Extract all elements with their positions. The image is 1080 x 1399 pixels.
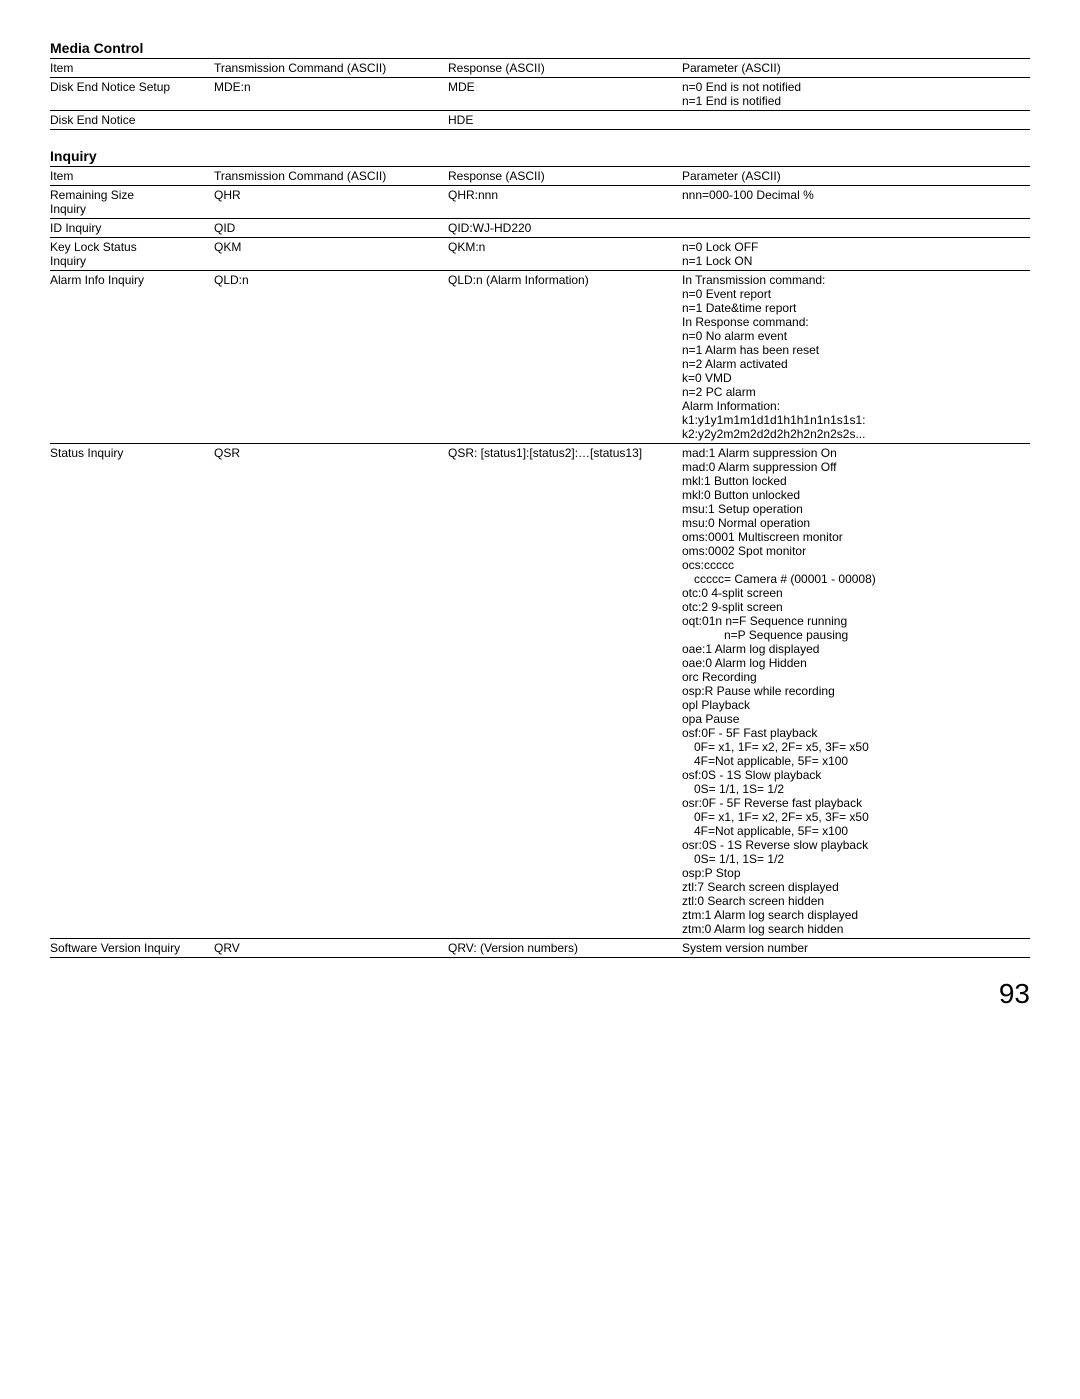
cell-tx: MDE:n <box>214 78 448 111</box>
status-line: mad:0 Alarm suppression Off <box>682 460 837 474</box>
cell-item: Remaining Size Inquiry <box>50 186 214 219</box>
status-line: n=P Sequence pausing <box>682 628 1026 642</box>
status-line: oqt:01n n=F Sequence running <box>682 614 847 628</box>
col-resp-header: Response (ASCII) <box>448 167 682 186</box>
cell-item: Disk End Notice Setup <box>50 78 214 111</box>
cell-tx: QLD:n <box>214 271 448 444</box>
status-line: osr:0F - 5F Reverse fast playback <box>682 796 862 810</box>
status-line: osp:R Pause while recording <box>682 684 835 698</box>
cell-tx <box>214 111 448 130</box>
col-param-header: Parameter (ASCII) <box>682 167 1030 186</box>
table-row: Remaining Size Inquiry QHR QHR:nnn nnn=0… <box>50 186 1030 219</box>
cell-param: In Transmission command: n=0 Event repor… <box>682 271 1030 444</box>
status-line: oae:1 Alarm log displayed <box>682 642 819 656</box>
col-item-header: Item <box>50 59 214 78</box>
inquiry-table: Item Transmission Command (ASCII) Respon… <box>50 166 1030 958</box>
cell-param: n=0 End is not notified n=1 End is notif… <box>682 78 1030 111</box>
cell-param <box>682 219 1030 238</box>
status-line: mkl:0 Button unlocked <box>682 488 800 502</box>
cell-item: Software Version Inquiry <box>50 939 214 958</box>
col-tx-header: Transmission Command (ASCII) <box>214 167 448 186</box>
status-line: 0S= 1/1, 1S= 1/2 <box>682 852 1026 866</box>
status-line: oms:0001 Multiscreen monitor <box>682 530 843 544</box>
status-line: ztl:0 Search screen hidden <box>682 894 824 908</box>
status-line: 0S= 1/1, 1S= 1/2 <box>682 782 1026 796</box>
status-line: oae:0 Alarm log Hidden <box>682 656 807 670</box>
cell-param <box>682 111 1030 130</box>
status-line: ztm:1 Alarm log search displayed <box>682 908 858 922</box>
table-row: Status Inquiry QSR QSR: [status1]:[statu… <box>50 444 1030 939</box>
table-row: Key Lock Status Inquiry QKM QKM:n n=0 Lo… <box>50 238 1030 271</box>
cell-param: nnn=000-100 Decimal % <box>682 186 1030 219</box>
cell-tx: QID <box>214 219 448 238</box>
inquiry-title: Inquiry <box>50 148 1030 164</box>
status-line: mkl:1 Button locked <box>682 474 787 488</box>
status-line: osr:0S - 1S Reverse slow playback <box>682 838 868 852</box>
cell-resp: QID:WJ-HD220 <box>448 219 682 238</box>
cell-resp: MDE <box>448 78 682 111</box>
cell-tx: QHR <box>214 186 448 219</box>
cell-resp: HDE <box>448 111 682 130</box>
status-line: ztl:7 Search screen displayed <box>682 880 839 894</box>
col-resp-header: Response (ASCII) <box>448 59 682 78</box>
cell-resp: QHR:nnn <box>448 186 682 219</box>
table-row: Disk End Notice HDE <box>50 111 1030 130</box>
status-line: mad:1 Alarm suppression On <box>682 446 837 460</box>
status-line: ccccc= Camera # (00001 - 00008) <box>682 572 1026 586</box>
cell-item: ID Inquiry <box>50 219 214 238</box>
col-tx-header: Transmission Command (ASCII) <box>214 59 448 78</box>
cell-param: System version number <box>682 939 1030 958</box>
col-item-header: Item <box>50 167 214 186</box>
cell-tx: QRV <box>214 939 448 958</box>
cell-item: Key Lock Status Inquiry <box>50 238 214 271</box>
cell-resp: QLD:n (Alarm Information) <box>448 271 682 444</box>
cell-resp: QSR: [status1]:[status2]:…[status13] <box>448 444 682 939</box>
status-line: msu:1 Setup operation <box>682 502 803 516</box>
status-line: 4F=Not applicable, 5F= x100 <box>682 754 1026 768</box>
status-line: oms:0002 Spot monitor <box>682 544 806 558</box>
cell-item: Disk End Notice <box>50 111 214 130</box>
cell-tx: QSR <box>214 444 448 939</box>
status-line: osp:P Stop <box>682 866 741 880</box>
table-row: Alarm Info Inquiry QLD:n QLD:n (Alarm In… <box>50 271 1030 444</box>
table-row: ID Inquiry QID QID:WJ-HD220 <box>50 219 1030 238</box>
status-line: opl Playback <box>682 698 750 712</box>
status-line: 4F=Not applicable, 5F= x100 <box>682 824 1026 838</box>
status-line: opa Pause <box>682 712 739 726</box>
status-line: orc Recording <box>682 670 757 684</box>
cell-param: n=0 Lock OFF n=1 Lock ON <box>682 238 1030 271</box>
cell-item: Status Inquiry <box>50 444 214 939</box>
cell-item: Alarm Info Inquiry <box>50 271 214 444</box>
table-row: Disk End Notice Setup MDE:n MDE n=0 End … <box>50 78 1030 111</box>
cell-resp: QRV: (Version numbers) <box>448 939 682 958</box>
status-line: otc:2 9-split screen <box>682 600 783 614</box>
cell-tx: QKM <box>214 238 448 271</box>
col-param-header: Parameter (ASCII) <box>682 59 1030 78</box>
status-line: osf:0F - 5F Fast playback <box>682 726 817 740</box>
status-line: osf:0S - 1S Slow playback <box>682 768 821 782</box>
status-line: 0F= x1, 1F= x2, 2F= x5, 3F= x50 <box>682 810 1026 824</box>
status-line: otc:0 4-split screen <box>682 586 783 600</box>
status-line: msu:0 Normal operation <box>682 516 810 530</box>
table-row: Software Version Inquiry QRV QRV: (Versi… <box>50 939 1030 958</box>
status-line: 0F= x1, 1F= x2, 2F= x5, 3F= x50 <box>682 740 1026 754</box>
page-number: 93 <box>50 978 1030 1010</box>
cell-resp: QKM:n <box>448 238 682 271</box>
cell-param-status: mad:1 Alarm suppression On mad:0 Alarm s… <box>682 444 1030 939</box>
media-control-title: Media Control <box>50 40 1030 56</box>
status-line: ztm:0 Alarm log search hidden <box>682 922 843 936</box>
media-control-table: Item Transmission Command (ASCII) Respon… <box>50 58 1030 130</box>
status-line: ocs:ccccc <box>682 558 734 572</box>
